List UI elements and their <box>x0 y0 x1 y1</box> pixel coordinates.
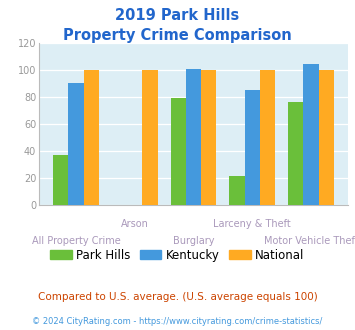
Bar <box>69 83 84 205</box>
Legend: Park Hills, Kentucky, National: Park Hills, Kentucky, National <box>45 244 310 266</box>
Bar <box>260 70 275 205</box>
Bar <box>186 69 201 205</box>
Bar <box>229 176 245 205</box>
Text: Compared to U.S. average. (U.S. average equals 100): Compared to U.S. average. (U.S. average … <box>38 292 317 302</box>
Bar <box>170 98 186 205</box>
Bar <box>303 64 318 205</box>
Bar <box>84 70 99 205</box>
Text: Arson: Arson <box>121 219 149 229</box>
Text: All Property Crime: All Property Crime <box>32 236 120 246</box>
Text: 2019 Park Hills: 2019 Park Hills <box>115 8 240 23</box>
Bar <box>201 70 217 205</box>
Bar <box>245 90 260 205</box>
Bar <box>53 155 69 205</box>
Text: Property Crime Comparison: Property Crime Comparison <box>63 28 292 43</box>
Text: Larceny & Theft: Larceny & Theft <box>213 219 291 229</box>
Text: © 2024 CityRating.com - https://www.cityrating.com/crime-statistics/: © 2024 CityRating.com - https://www.city… <box>32 317 323 326</box>
Text: Motor Vehicle Theft: Motor Vehicle Theft <box>264 236 355 246</box>
Bar <box>318 70 334 205</box>
Text: Burglary: Burglary <box>173 236 214 246</box>
Bar <box>142 70 158 205</box>
Bar <box>288 102 303 205</box>
